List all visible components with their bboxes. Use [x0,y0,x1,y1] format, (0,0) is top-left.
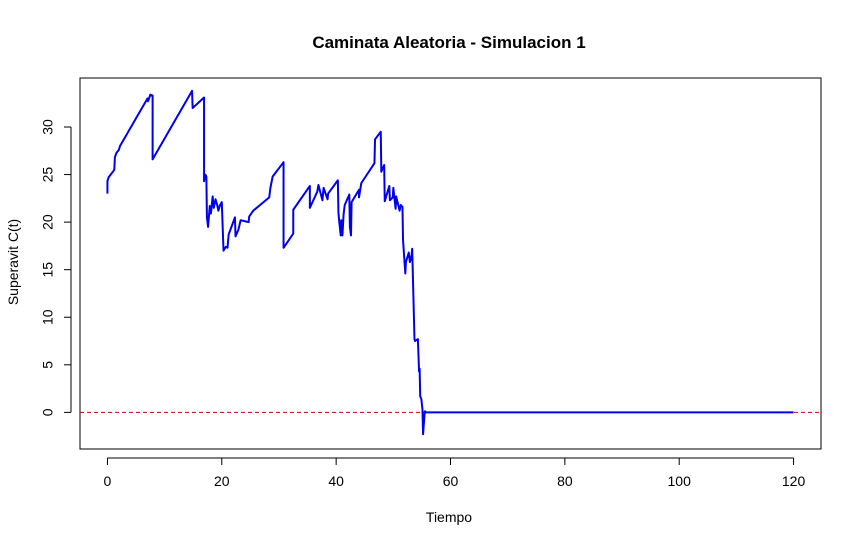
x-tick-label: 20 [214,473,230,489]
x-tick-label: 0 [104,473,112,489]
y-axis-label: Superavit C(t) [5,219,21,305]
y-tick-label: 25 [40,167,56,183]
y-tick-label: 5 [40,361,56,369]
y-tick-label: 30 [40,119,56,135]
y-tick-label: 20 [40,214,56,230]
x-tick-label: 40 [328,473,344,489]
x-tick-label: 80 [557,473,573,489]
x-tick-label: 120 [782,473,806,489]
y-tick-label: 0 [40,408,56,416]
y-tick-label: 10 [40,309,56,325]
y-axis: 0 5 10 15 20 25 30 [40,119,72,416]
plot-area [80,89,821,436]
x-tick-label: 60 [443,473,459,489]
chart-title: Caminata Aleatoria - Simulacion 1 [312,33,585,52]
x-axis-label: Tiempo [426,509,472,525]
plot-frame [79,77,822,450]
series-line-1 [106,89,794,436]
x-tick-label: 100 [668,473,692,489]
x-axis: 0 20 40 60 80 100 120 [104,457,806,489]
y-tick-label: 15 [40,262,56,278]
